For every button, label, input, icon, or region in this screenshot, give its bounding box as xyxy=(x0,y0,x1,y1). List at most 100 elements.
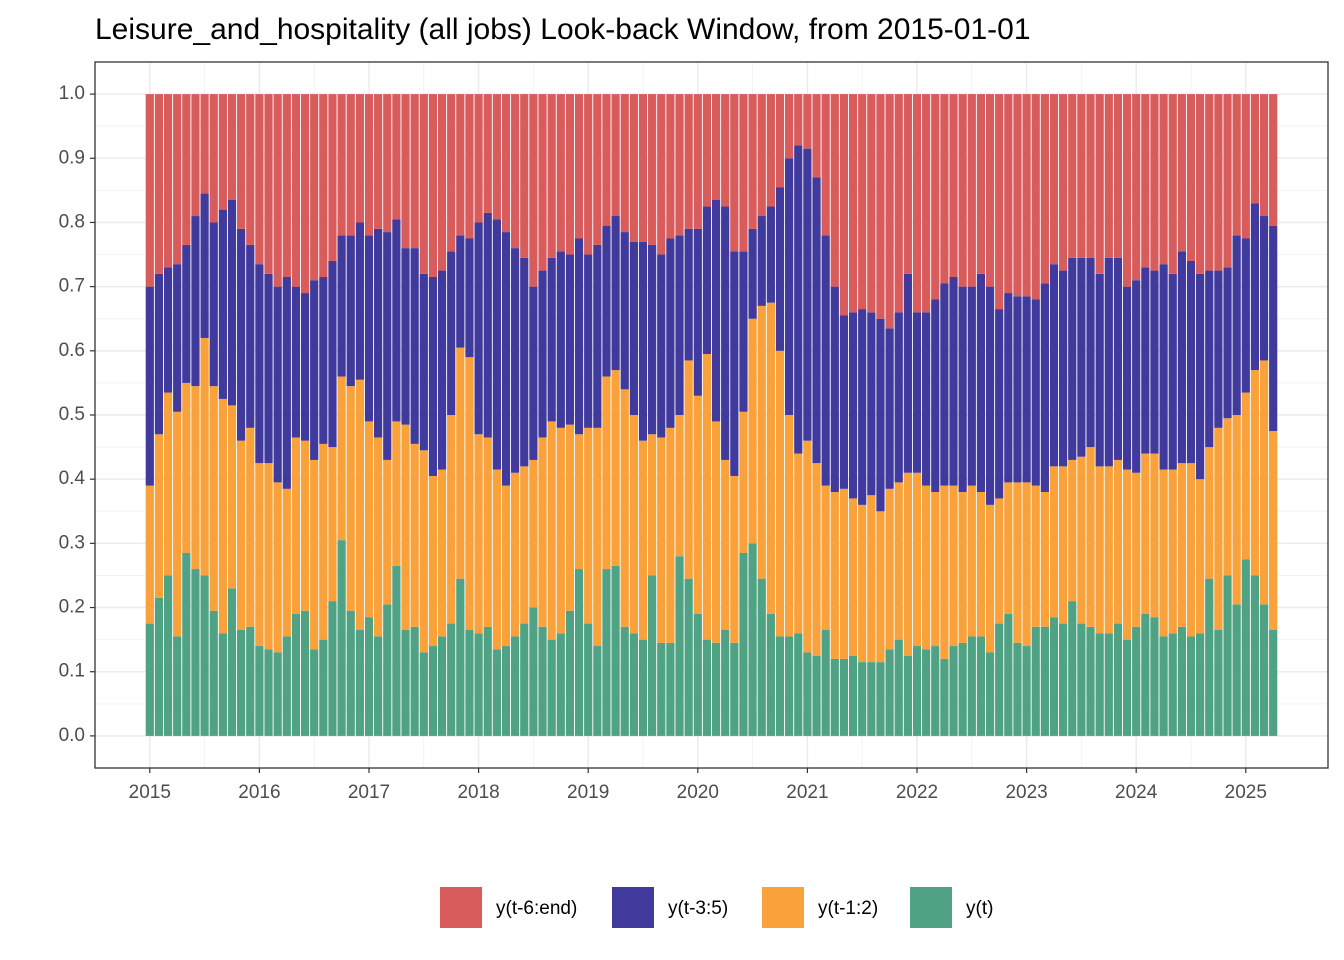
bar-segment xyxy=(912,646,922,736)
bar-segment xyxy=(1059,270,1068,467)
bar-segment xyxy=(1259,604,1269,736)
y-tick-label: 0.7 xyxy=(59,276,85,297)
y-tick-label: 0.9 xyxy=(59,147,85,168)
bar-segment xyxy=(711,421,721,643)
bar-segment xyxy=(629,241,638,415)
bar-segment xyxy=(1177,626,1186,736)
x-tick-label: 2023 xyxy=(1005,782,1047,803)
bar-segment xyxy=(1077,257,1086,457)
bar-segment xyxy=(501,485,511,647)
bar-segment xyxy=(364,617,374,736)
bar-segment xyxy=(483,437,492,627)
bar-segment xyxy=(693,228,702,396)
x-tick-label: 2019 xyxy=(567,782,609,803)
bar-segment xyxy=(282,277,291,489)
bar-segment xyxy=(364,421,374,618)
bar-segment xyxy=(264,649,273,736)
bar-segment xyxy=(1150,270,1159,454)
bar-segment xyxy=(191,386,200,570)
bar-segment xyxy=(1232,415,1241,605)
bar-segment xyxy=(556,633,565,736)
bar-segment xyxy=(748,228,757,319)
bar-segment xyxy=(200,337,209,576)
bar-segment xyxy=(227,405,237,589)
bar-segment xyxy=(666,238,675,428)
bar-segment xyxy=(985,652,995,736)
bar-segment xyxy=(657,437,666,643)
bar-segment xyxy=(538,94,547,271)
bar-segment xyxy=(182,552,191,736)
bar-segment xyxy=(1241,559,1250,736)
bar-segment xyxy=(931,299,940,493)
bar-segment xyxy=(328,601,337,736)
bar-segment xyxy=(1214,94,1223,271)
bar-segment xyxy=(556,251,565,428)
bar-segment xyxy=(227,199,237,406)
bar-segment xyxy=(310,459,319,650)
bar-segment xyxy=(246,626,255,736)
bar-segment xyxy=(894,482,903,640)
bar-segment xyxy=(885,94,894,329)
bar-segment xyxy=(456,94,465,236)
bar-segment xyxy=(958,642,967,736)
bar-segment xyxy=(985,286,995,505)
bar-segment xyxy=(648,94,657,245)
bar-segment xyxy=(967,636,976,736)
bar-segment xyxy=(1141,613,1150,736)
bar-segment xyxy=(739,552,748,736)
bar-segment xyxy=(940,283,949,486)
bar-segment xyxy=(584,94,593,255)
bar-segment xyxy=(209,94,218,223)
bar-segment xyxy=(574,238,584,435)
legend-label: y(t-3:5) xyxy=(668,898,728,919)
bar-segment xyxy=(465,238,474,358)
bar-segment xyxy=(401,424,410,631)
x-tick-label: 2025 xyxy=(1225,782,1267,803)
bar-segment xyxy=(739,94,748,252)
bar-segment xyxy=(940,485,949,659)
bar-segment xyxy=(675,556,684,736)
bar-segment xyxy=(173,94,182,265)
bar-segment xyxy=(200,94,209,194)
bar-segment xyxy=(995,309,1004,499)
bar-segment xyxy=(684,94,693,229)
bar-segment xyxy=(565,94,575,255)
bar-segment xyxy=(474,434,483,634)
bar-segment xyxy=(465,357,474,631)
bar-segment xyxy=(1141,267,1150,454)
bar-segment xyxy=(620,94,629,233)
bar-segment xyxy=(383,94,392,233)
bar-segment xyxy=(300,440,310,611)
bar-segment xyxy=(958,94,967,287)
bar-segment xyxy=(995,498,1004,624)
bar-segment xyxy=(1049,466,1059,618)
y-tick-label: 0.2 xyxy=(59,597,85,618)
y-tick-label: 0.4 xyxy=(59,468,86,489)
bar-segment xyxy=(237,94,246,229)
bar-segment xyxy=(237,228,246,441)
bar-segment xyxy=(721,459,730,631)
bar-segment xyxy=(300,610,310,736)
bar-segment xyxy=(419,652,428,736)
bar-segment xyxy=(1141,94,1150,268)
x-tick-label: 2015 xyxy=(129,782,171,803)
bar-segment xyxy=(410,626,419,736)
bar-segment xyxy=(675,415,684,557)
bar-segment xyxy=(337,376,346,541)
bar-segment xyxy=(702,206,712,355)
bar-segment xyxy=(1132,472,1141,627)
bar-segment xyxy=(593,244,602,428)
bar-segment xyxy=(912,312,922,473)
bar-segment xyxy=(501,232,511,486)
bar-segment xyxy=(684,228,693,361)
bar-segment xyxy=(995,623,1004,736)
bar-segment xyxy=(876,94,885,319)
bar-segment xyxy=(1232,235,1241,415)
bar-segment xyxy=(867,662,876,736)
bar-segment xyxy=(638,241,648,441)
bar-segment xyxy=(858,504,867,663)
bar-segment xyxy=(922,485,931,650)
bar-segment xyxy=(629,415,638,634)
bar-segment xyxy=(848,312,858,499)
